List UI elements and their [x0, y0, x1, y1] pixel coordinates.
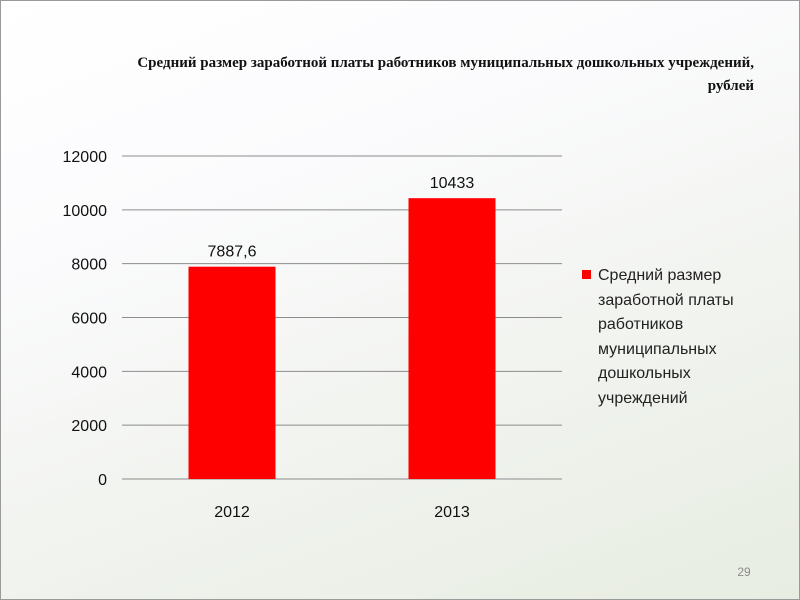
y-tick-label: 8000: [71, 257, 107, 274]
x-tick-label: 2012: [214, 504, 250, 521]
bar: [408, 198, 496, 480]
y-tick-label: 12000: [63, 149, 108, 166]
y-tick-label: 4000: [71, 364, 107, 381]
y-tick-label: 10000: [63, 203, 108, 220]
legend: Средний размер заработной платы работник…: [582, 264, 772, 411]
y-tick-label: 2000: [71, 418, 107, 435]
page-number: 29: [737, 565, 751, 579]
bar: [188, 266, 276, 479]
y-tick-label: 6000: [71, 311, 107, 328]
data-label: 10433: [430, 175, 475, 192]
x-tick-label: 2013: [434, 504, 470, 521]
chart-title-line-1: Средний размер заработной платы работник…: [137, 55, 754, 71]
legend-swatch: [582, 270, 591, 279]
data-label: 7887,6: [208, 244, 257, 261]
chart-title-line-2: рублей: [707, 78, 754, 94]
legend-label: Средний размер заработной платы работник…: [598, 267, 734, 407]
chart-title: Средний размер заработной платы работник…: [40, 52, 754, 98]
y-tick-label: 0: [98, 472, 107, 489]
